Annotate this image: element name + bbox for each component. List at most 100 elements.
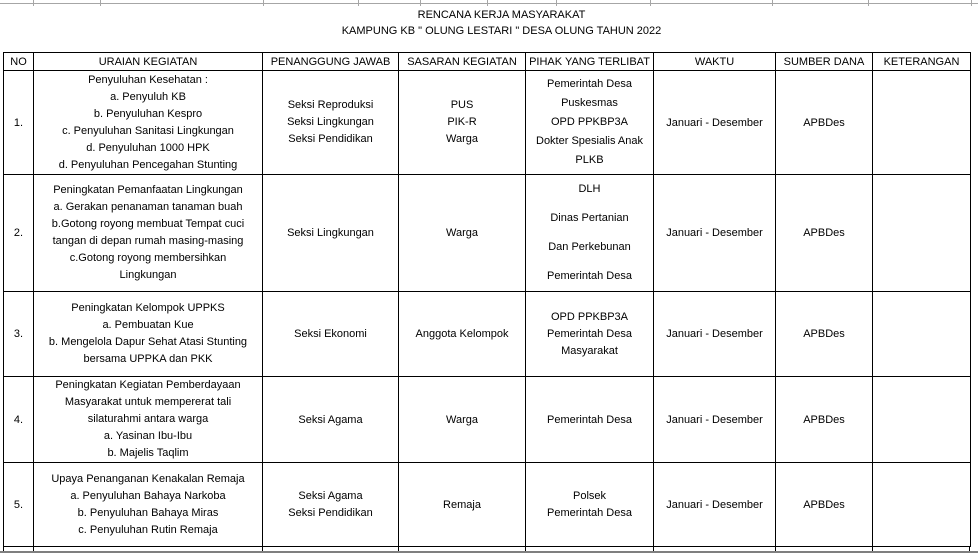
text-line: Dan Perkebunan <box>548 241 631 253</box>
cell-waktu: Januari - Desember <box>653 291 776 377</box>
cell-sasaran-kegiatan: Warga <box>398 174 526 292</box>
title-line-1: RENCANA KERJA MASYARAKAT <box>417 9 586 21</box>
text-line: tangan di depan rumah masing-masing <box>52 235 244 247</box>
col-header-uraian-kegiatan: URAIAN KEGIATAN <box>33 52 263 71</box>
text-line: Peningkatan Pemanfaatan Lingkungan <box>53 184 243 196</box>
text-line: Masyarakat <box>561 344 618 357</box>
grid-tick <box>556 0 557 6</box>
grid-tick <box>650 0 651 6</box>
grid-tick <box>100 0 101 6</box>
grid-tick <box>263 0 264 6</box>
title-line-2: KAMPUNG KB " OLUNG LESTARI " DESA OLUNG … <box>341 25 662 37</box>
text-line: Penyuluhan Kesehatan : <box>88 73 208 86</box>
col-header-penanggung-jawab: PENANGGUNG JAWAB <box>262 52 399 71</box>
partial-row-gridline <box>653 546 654 552</box>
text-line: Seksi Lingkungan <box>287 116 374 128</box>
text-line: Pemerintah Desa <box>547 270 632 282</box>
partial-row-gridline <box>775 546 776 552</box>
cell-uraian-kegiatan: Upaya Penanganan Kenakalan Remaja a. Pen… <box>33 462 263 547</box>
grid-tick <box>487 0 488 6</box>
col-header-no: NO <box>3 52 34 71</box>
partial-row-gridline <box>969 546 970 552</box>
grid-tick <box>971 0 972 6</box>
text-line: Puskesmas <box>561 97 618 109</box>
text-line: OPD PPKBP3A <box>550 310 629 323</box>
text-line: Warga <box>446 133 478 145</box>
table-row: 3. Peningkatan Kelompok UPPKS a. Pembuat… <box>3 291 971 377</box>
text-line: c. Penyuluhan Rutin Remaja <box>78 523 218 536</box>
text-line: b. Penyuluhan Bahaya Miras <box>77 506 219 519</box>
text-line: Pemerintah Desa <box>547 78 632 90</box>
bottom-edge-line <box>0 551 978 553</box>
grid-tick <box>868 0 869 6</box>
cell-sasaran-kegiatan: PUS PIK-R Warga <box>398 70 526 175</box>
cell-penanggung-jawab: Seksi Agama Seksi Pendidikan <box>262 462 399 547</box>
text-line: b. Mengelola Dapur Sehat Atasi Stunting <box>48 336 248 348</box>
table-row: 1. Penyuluhan Kesehatan : a. Penyuluh KB… <box>3 70 971 175</box>
cell-waktu: Januari - Desember <box>653 174 776 292</box>
text-line: a. Yasinan Ibu-Ibu <box>103 430 193 442</box>
text-line: b. Majelis Taqlim <box>107 447 189 459</box>
table-row: 2. Peningkatan Pemanfaatan Lingkungan a.… <box>3 174 971 292</box>
cell-waktu: Januari - Desember <box>653 70 776 175</box>
col-header-waktu: WAKTU <box>653 52 776 71</box>
text-line: PUS <box>450 99 474 111</box>
cell-penanggung-jawab: Seksi Ekonomi <box>262 291 399 377</box>
text-line: a. Gerakan penanaman tanaman buah <box>53 201 243 213</box>
text-line: c. Penyuluhan Sanitasi Lingkungan <box>62 124 234 137</box>
cell-uraian-kegiatan: Peningkatan Pemanfaatan Lingkungan a. Ge… <box>33 174 263 292</box>
cell-waktu: Januari - Desember <box>653 376 776 463</box>
text-line: Pemerintah Desa <box>547 506 632 519</box>
cell-no: 3. <box>3 291 34 377</box>
cell-penanggung-jawab: Seksi Lingkungan <box>262 174 399 292</box>
text-line: Peningkatan Kelompok UPPKS <box>71 302 225 314</box>
text-line: Masyarakat untuk mempererat tali <box>64 396 232 408</box>
cell-keterangan <box>872 376 971 463</box>
grid-tick <box>772 0 773 6</box>
partial-row-gridline <box>3 546 4 552</box>
cell-pihak-yang-terlibat: Polsek Pemerintah Desa <box>525 462 654 547</box>
partial-row-gridline <box>262 546 263 552</box>
cell-pihak-yang-terlibat: DLH Dinas Pertanian Dan Perkebunan Pemer… <box>525 174 654 292</box>
cell-keterangan <box>872 462 971 547</box>
text-line: a. Penyuluh KB <box>110 90 186 103</box>
text-line: Seksi Pendidikan <box>288 133 373 145</box>
cell-pihak-yang-terlibat: Pemerintah Desa <box>525 376 654 463</box>
top-gridline <box>0 3 978 4</box>
cell-sumber-dana: APBDes <box>775 376 873 463</box>
text-line: Upaya Penanganan Kenakalan Remaja <box>51 472 245 485</box>
cell-no: 2. <box>3 174 34 292</box>
table-row: 5. Upaya Penanganan Kenakalan Remaja a. … <box>3 462 971 547</box>
cell-sumber-dana: APBDes <box>775 174 873 292</box>
table-row: 4. Peningkatan Kegiatan Pemberdayaan Mas… <box>3 376 971 463</box>
partial-row-gridline <box>33 546 34 552</box>
text-line: DLH <box>578 183 601 195</box>
col-header-keterangan: KETERANGAN <box>872 52 971 71</box>
text-line: b.Gotong royong membuat Tempat cuci <box>51 218 245 230</box>
text-line: d. Penyuluhan 1000 HPK <box>86 141 210 154</box>
text-line: Pemerintah Desa <box>547 327 632 340</box>
work-plan-table: NO URAIAN KEGIATAN PENANGGUNG JAWAB SASA… <box>3 52 971 547</box>
text-line: bersama UPPKA dan PKK <box>83 353 213 365</box>
text-line: Seksi Reproduksi <box>287 99 374 111</box>
text-line: PIK-R <box>447 116 477 128</box>
partial-row-gridline <box>398 546 399 552</box>
cell-sumber-dana: APBDes <box>775 462 873 547</box>
text-line: Dokter Spesialis Anak <box>536 135 643 147</box>
cell-keterangan <box>872 174 971 292</box>
col-header-pihak-yang-terlibat: PIHAK YANG TERLIBAT <box>525 52 654 71</box>
text-line: Polsek <box>572 489 607 502</box>
cell-no: 1. <box>3 70 34 175</box>
cell-sumber-dana: APBDes <box>775 70 873 175</box>
text-line: b. Penyuluhan Kespro <box>93 107 203 120</box>
partial-row-gridline <box>872 546 873 552</box>
text-line: silaturahmi antara warga <box>87 413 209 425</box>
cell-penanggung-jawab: Seksi Agama <box>262 376 399 463</box>
cell-sumber-dana: APBDes <box>775 291 873 377</box>
text-line: Seksi Agama <box>298 489 363 502</box>
cell-pihak-yang-terlibat: Pemerintah Desa Puskesmas OPD PPKBP3A Do… <box>525 70 654 175</box>
text-line: Seksi Pendidikan <box>288 506 373 519</box>
cell-sasaran-kegiatan: Remaja <box>398 462 526 547</box>
col-header-sumber-dana: SUMBER DANA <box>775 52 873 71</box>
